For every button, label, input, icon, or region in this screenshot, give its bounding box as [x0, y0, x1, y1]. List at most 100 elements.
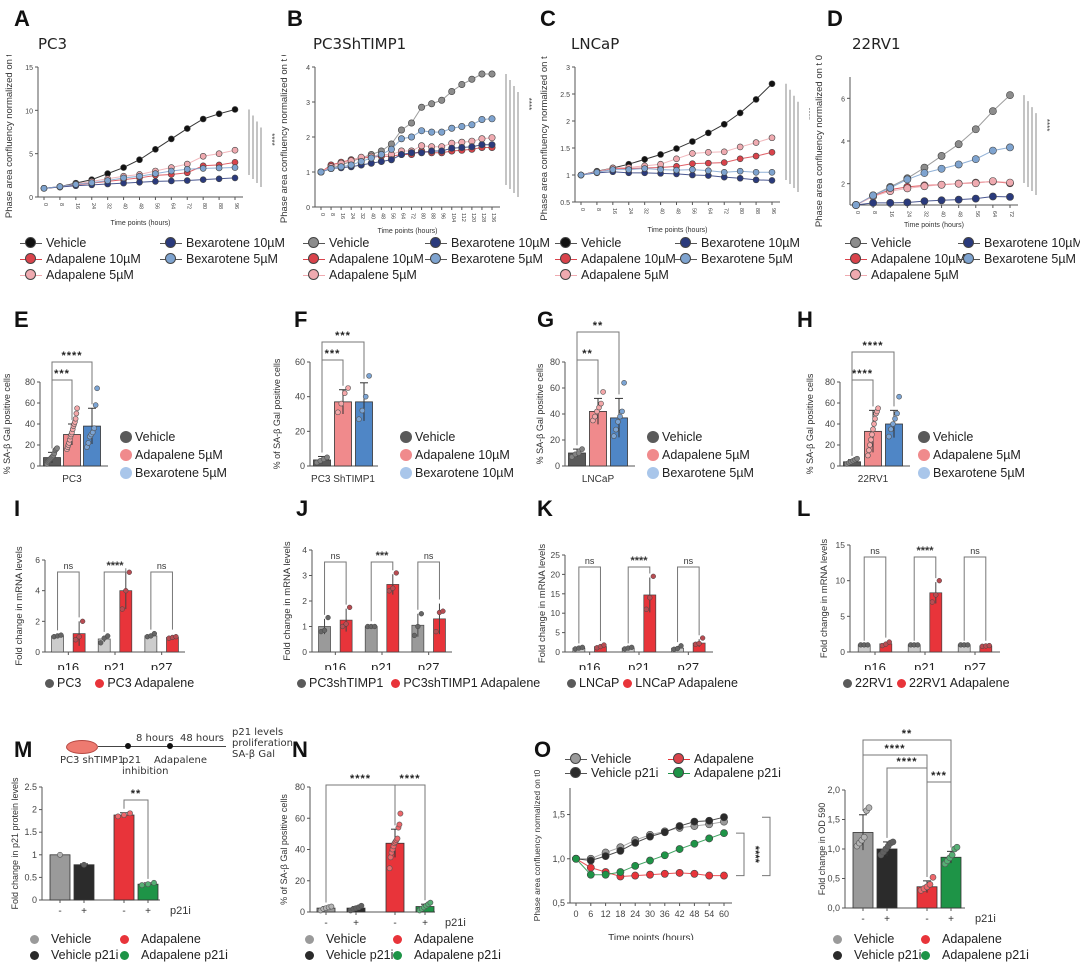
data-point [428, 147, 436, 155]
y-tick-label: 1 [32, 850, 37, 860]
legend-text: Vehicle [854, 932, 895, 946]
y-tick-label: 60 [25, 398, 35, 408]
legend-text: Adapalene p21i [694, 766, 781, 780]
data-point [458, 144, 466, 152]
series-line-bexarotene-10-m [320, 144, 492, 173]
legend-text: Adapalene [414, 932, 474, 946]
significance-label: *** [931, 770, 947, 782]
x-tick-label: 48 [379, 213, 385, 219]
data-point [621, 380, 627, 386]
data-point [593, 169, 601, 176]
legend-text: Adapalene 10µM [871, 252, 966, 266]
y-tick-label: 80 [550, 357, 560, 367]
chart-n-sagal-p21i: 0 20 40 60 80 % of SA-β Gal positive cells - + -… [279, 773, 466, 929]
significance-label: **** [749, 846, 761, 864]
data-point [852, 201, 860, 209]
legend-item: Vehicle p21i [305, 948, 393, 962]
legend-text: Adapalene 10µM [46, 252, 141, 266]
x-tick-label: 24 [905, 211, 911, 217]
chart-title-c: LNCaP [571, 35, 620, 53]
significance-label: *** [335, 330, 351, 342]
p21i-sign: + [81, 906, 87, 917]
data-point [152, 170, 159, 177]
data-point [458, 80, 466, 88]
x-tick-label: p16 [579, 660, 601, 670]
legend-item: Adapalene p21i [668, 766, 781, 780]
data-point [79, 618, 86, 624]
significance-bracket [762, 816, 771, 877]
y-axis-label: Fold change in mRNA levels [14, 546, 25, 666]
legend-text: Vehicle [135, 430, 176, 444]
y-tick-label: 0 [29, 195, 33, 202]
data-point [104, 177, 111, 184]
x-tick-label: 64 [169, 203, 175, 209]
data-point [577, 171, 585, 179]
x-tick-label: 88 [754, 208, 760, 214]
data-point [705, 871, 714, 880]
data-point [397, 151, 405, 159]
legend-item: PC3shTIMP1 PC3shTIMP1 Adapalene [297, 676, 540, 690]
data-point [690, 817, 699, 826]
data-point [660, 869, 669, 878]
y-axis-label: % SA-β Gal positive cells [535, 363, 545, 464]
y-tick-label: 4 [306, 65, 310, 72]
y-tick-label: 0 [555, 647, 560, 657]
y-tick-label: 10 [836, 576, 846, 586]
data-point [1006, 91, 1014, 100]
data-point [359, 407, 366, 414]
data-point [629, 644, 635, 650]
data-point [752, 176, 760, 184]
bar-adapalene [113, 814, 135, 901]
data-point [343, 621, 349, 627]
data-point [752, 152, 760, 160]
y-tick-label: 0 [306, 205, 310, 212]
y-tick-label: 40 [825, 419, 835, 429]
legend-text: Vehicle [581, 236, 622, 250]
legend-text: LNCaP [579, 676, 620, 690]
data-point [657, 151, 664, 158]
y-tick-label: 60 [295, 357, 305, 367]
significance-label: **** [804, 108, 810, 120]
x-tick-label: 88 [430, 213, 436, 219]
y-tick-label: 10 [25, 108, 33, 115]
data-point [121, 812, 127, 818]
x-tick-label: 48 [957, 211, 963, 217]
legend-text: Adapalene [694, 752, 754, 766]
data-point [136, 156, 143, 164]
data-point [448, 144, 456, 152]
legend-item: Bexarotene 5µM [918, 466, 1025, 480]
legend-item: Adapalene [393, 932, 474, 946]
comparison-bracket [394, 784, 426, 901]
y-tick-label: 2 [566, 119, 570, 126]
comparison-bracket [324, 561, 347, 615]
data-point [705, 129, 712, 137]
panel-label-e: E [14, 307, 29, 332]
data-point [183, 125, 191, 132]
data-point [586, 863, 595, 872]
data-point [418, 127, 426, 135]
significance-label: *** [54, 368, 70, 380]
data-point [872, 415, 878, 422]
significance-label: **** [916, 545, 934, 557]
legend-item: Vehicle [120, 430, 175, 444]
data-point [231, 146, 239, 154]
legend-text: Vehicle [871, 236, 912, 250]
schema-step1: p21 [122, 755, 142, 766]
data-point [415, 623, 421, 630]
data-point [377, 151, 385, 159]
data-point [601, 852, 610, 861]
y-tick-label: 2 [841, 182, 845, 189]
data-point [598, 400, 604, 407]
data-point [438, 96, 446, 104]
comparison-bracket [103, 568, 127, 632]
legend-text: Adapalene 5µM [933, 448, 1021, 462]
x-tick-label: 64 [399, 213, 405, 219]
data-point [720, 120, 728, 128]
data-point [768, 177, 776, 184]
x-tick-label: 56 [153, 203, 159, 209]
legend-item: Vehicle [565, 752, 631, 766]
data-point [199, 165, 207, 172]
legend-text: Bexarotene 5µM [984, 252, 1076, 266]
data-point [736, 155, 744, 163]
x-tick-label: 128 [480, 213, 486, 222]
